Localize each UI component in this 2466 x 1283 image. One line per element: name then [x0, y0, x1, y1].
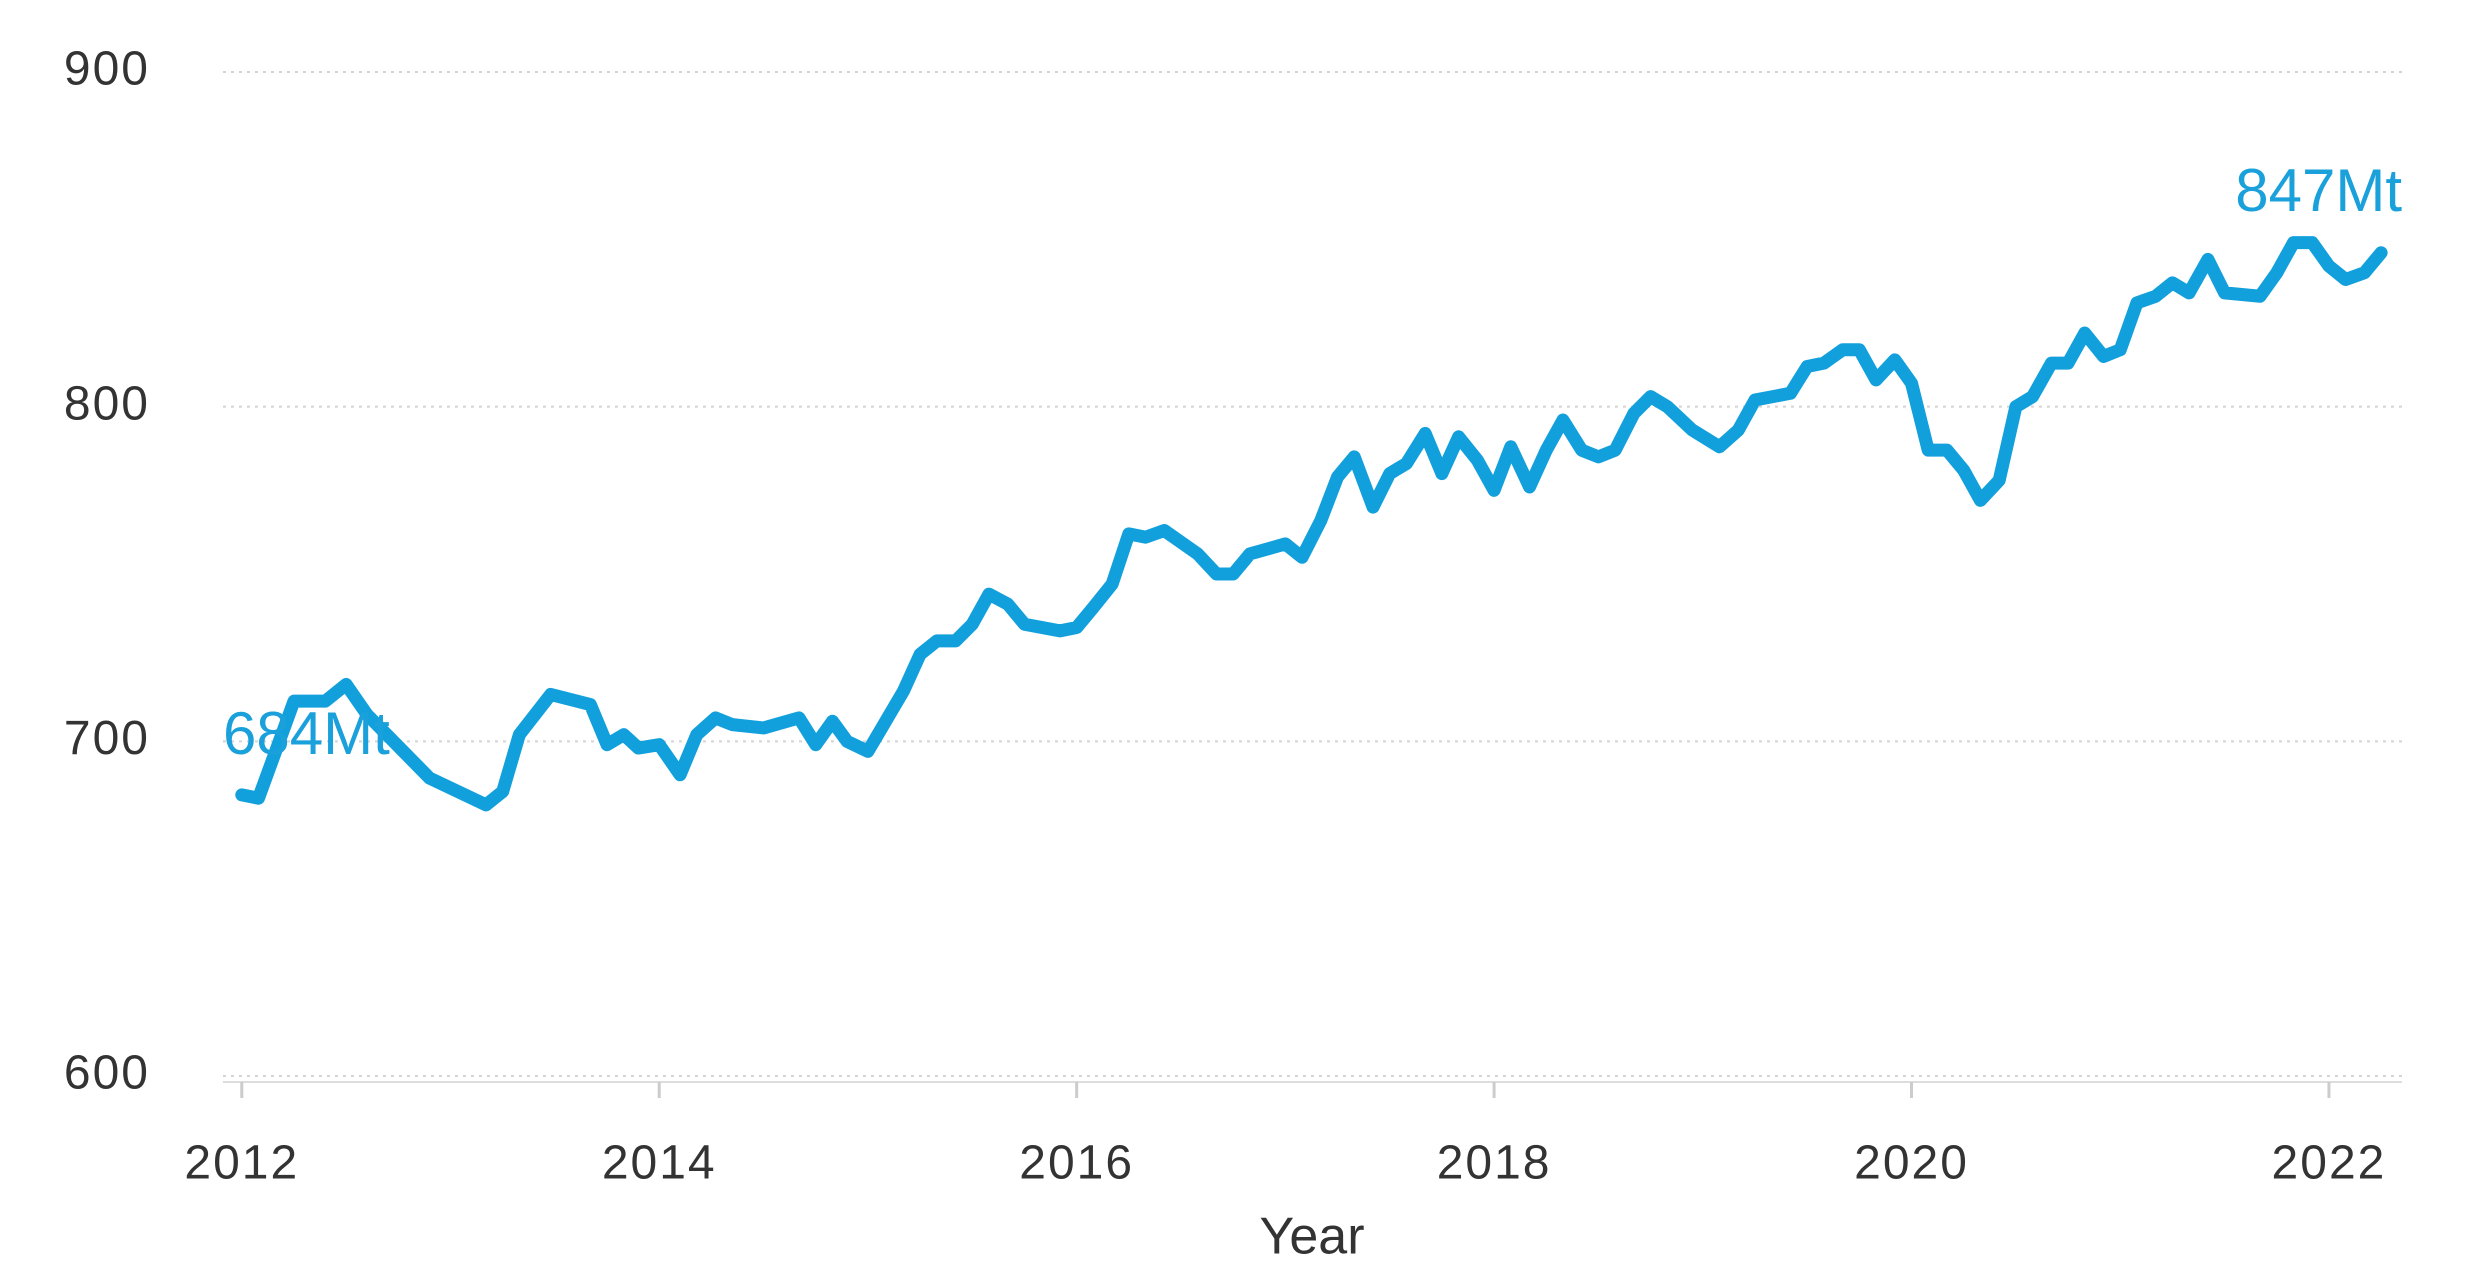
- x-tick-label: 2018: [1437, 1137, 1552, 1190]
- x-tick-label: 2020: [1854, 1137, 1969, 1190]
- x-tick-label: 2012: [184, 1137, 299, 1190]
- y-tick-label: 600: [64, 1047, 150, 1100]
- y-tick-label: 900: [64, 43, 150, 96]
- end-annotation: 847Mt: [2235, 157, 2402, 224]
- start-annotation: 684Mt: [223, 700, 390, 767]
- y-tick-label: 800: [64, 377, 150, 430]
- x-tick-label: 2014: [602, 1137, 717, 1190]
- x-axis-title: Year: [1259, 1208, 1364, 1266]
- data-line: [235, 236, 2388, 812]
- y-tick-label: 700: [64, 712, 150, 765]
- x-tick-label: 2016: [1019, 1137, 1134, 1190]
- x-tick-label: 2022: [2272, 1137, 2387, 1190]
